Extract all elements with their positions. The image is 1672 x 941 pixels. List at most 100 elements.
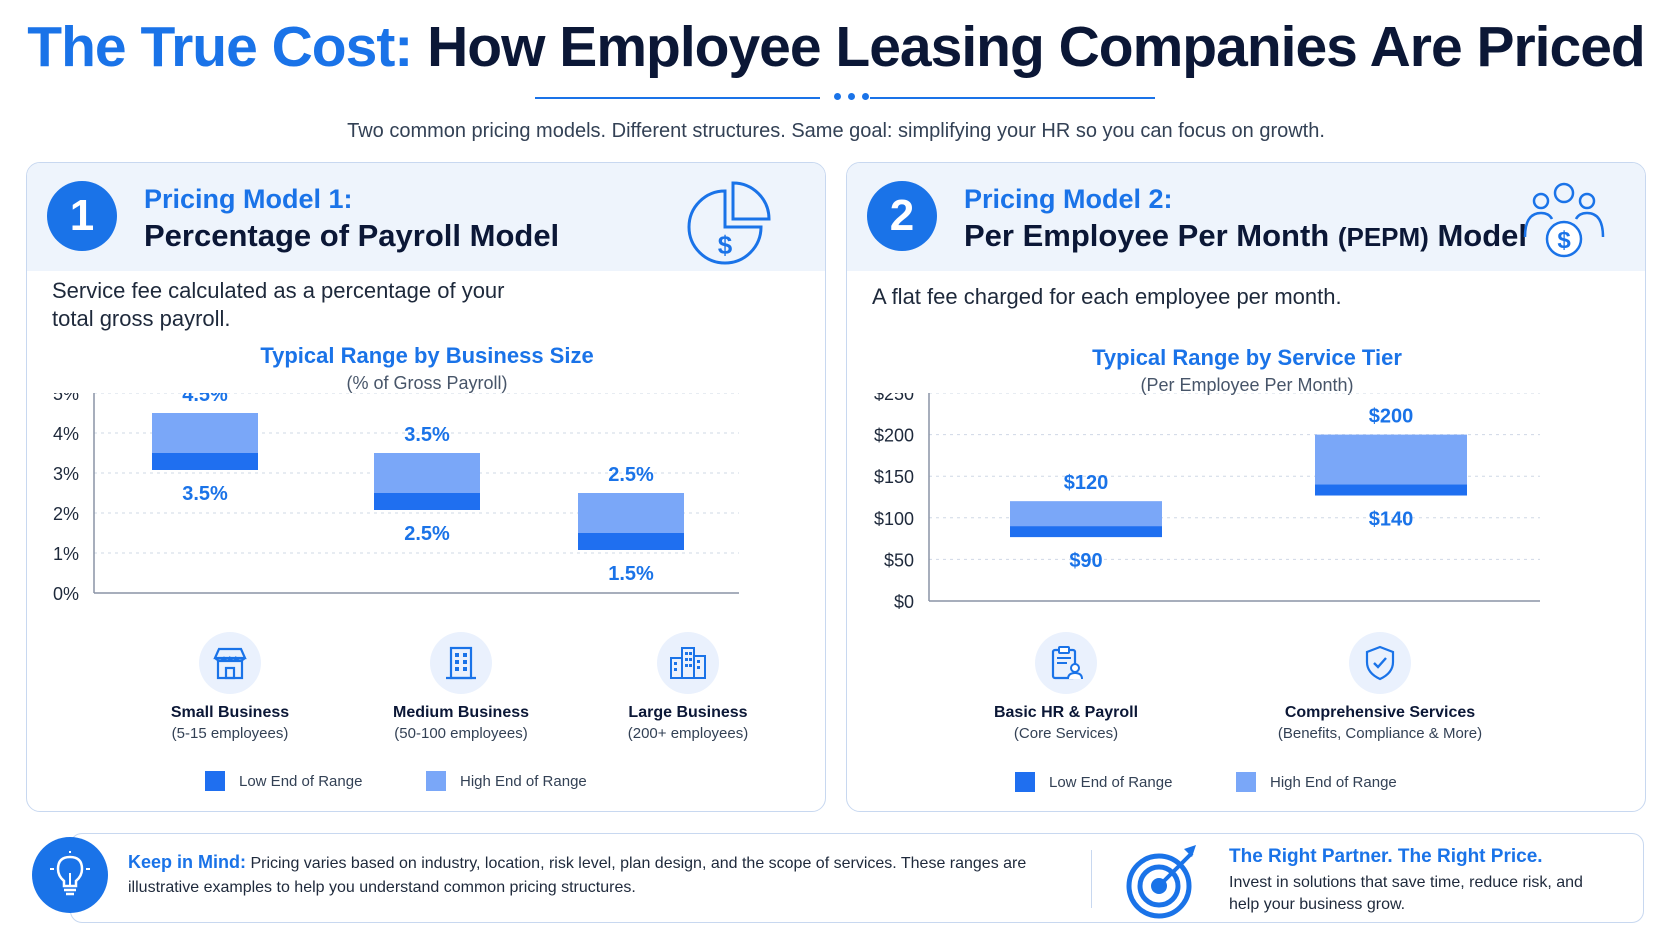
data-label-high: 3.5% xyxy=(404,424,450,446)
legend-swatch-low xyxy=(1015,772,1035,792)
category-comprehensive-services: Comprehensive Services (Benefits, Compli… xyxy=(1230,632,1530,742)
pricing-model-1-panel: 1 Pricing Model 1: Percentage of Payroll… xyxy=(26,162,826,812)
y-tick-label: $250 xyxy=(874,393,914,404)
title-main: How Employee Leasing Companies Are Price… xyxy=(427,15,1646,79)
y-tick-label: 2% xyxy=(53,504,79,524)
legend-swatch-high xyxy=(1236,772,1256,792)
panel-1-header xyxy=(27,163,825,271)
bar-high-0 xyxy=(152,413,258,453)
chart-title: Typical Range by Business Size xyxy=(260,343,594,368)
category-basic-hr-payroll: Basic HR & Payroll (Core Services) xyxy=(956,632,1176,742)
data-label-high: $200 xyxy=(1369,406,1414,428)
data-label-low: $90 xyxy=(1069,550,1102,572)
chart-title: Typical Range by Service Tier xyxy=(1092,345,1402,370)
people-dollar-icon: $ xyxy=(1519,177,1609,267)
bar-low-0 xyxy=(1010,526,1162,538)
keep-in-mind-label: Keep in Mind: xyxy=(128,852,246,872)
legend-low: Low End of Range xyxy=(205,771,362,791)
footer-bar xyxy=(70,833,1644,923)
chart-subtitle: (% of Gross Payroll) xyxy=(346,373,508,393)
shield-check-icon xyxy=(1349,632,1411,694)
office-building-icon xyxy=(430,632,492,694)
legend-high: High End of Range xyxy=(426,771,587,791)
title-accent: The True Cost: xyxy=(27,15,413,79)
category-note: (5-15 employees) xyxy=(171,725,289,742)
data-label-low: $140 xyxy=(1369,509,1414,531)
y-tick-label: 4% xyxy=(53,424,79,444)
category-label: Large Business xyxy=(628,704,748,721)
description-line: total gross payroll. xyxy=(52,306,231,331)
y-tick-label: $0 xyxy=(894,592,914,612)
page-title-wrap: The True Cost: How Employee Leasing Comp… xyxy=(0,14,1672,80)
category-label: Medium Business xyxy=(392,704,530,721)
category-note: (50-100 employees) xyxy=(394,725,528,742)
category-small-business: Small Business (5-15 employees) xyxy=(130,632,330,742)
store-icon xyxy=(199,632,261,694)
data-label-high: 4.5% xyxy=(182,393,228,406)
model-name-main: Per Employee Per Month xyxy=(964,218,1330,253)
svg-text:$: $ xyxy=(1557,227,1571,254)
y-tick-label: $100 xyxy=(874,509,914,529)
model-description: Service fee calculated as a percentage o… xyxy=(52,277,652,333)
pie-dollar-icon: $ xyxy=(685,177,775,267)
y-tick-label: $200 xyxy=(874,426,914,446)
y-tick-label: $150 xyxy=(874,467,914,487)
data-label-low: 3.5% xyxy=(182,483,228,505)
bar-high-1 xyxy=(1315,434,1467,485)
panel-2-header xyxy=(847,163,1645,271)
payroll-chart: 0% 1% 2% 3% 4% 5% 4.5% 3.5% 3.5% 2.5% 2.5% 1.5% xyxy=(53,393,739,604)
legend-high: High End of Range xyxy=(1236,772,1397,792)
category-label: Comprehensive Services xyxy=(1284,704,1476,721)
model-label: Pricing Model 2: xyxy=(964,184,1173,214)
y-tick-label: 0% xyxy=(53,584,79,604)
bar-high-0 xyxy=(1010,501,1162,527)
legend-label-high: High End of Range xyxy=(460,772,587,790)
clipboard-person-icon xyxy=(1035,632,1097,694)
legend-swatch-low xyxy=(205,771,225,791)
keep-in-mind-body: Pricing varies based on industry, locati… xyxy=(128,855,1027,896)
model-name-tail: Model xyxy=(1437,218,1528,253)
data-label-low: 2.5% xyxy=(404,523,450,545)
page-title: The True Cost: How Employee Leasing Comp… xyxy=(0,14,1672,80)
bar-high-2 xyxy=(578,493,684,533)
legend-low: Low End of Range xyxy=(1015,772,1172,792)
y-tick-label: $50 xyxy=(884,550,914,570)
legend-label-high: High End of Range xyxy=(1270,773,1397,791)
svg-text:$: $ xyxy=(718,230,733,260)
model-label: Pricing Model 1: xyxy=(144,184,353,214)
model-name-abbr: (PEPM) xyxy=(1337,222,1429,252)
lightbulb-icon xyxy=(32,837,108,913)
legend-swatch-high xyxy=(426,771,446,791)
bar-low-1 xyxy=(1315,484,1467,496)
city-buildings-icon xyxy=(657,632,719,694)
category-note: (200+ employees) xyxy=(627,725,749,742)
pepm-chart: $0 $50 $100 $150 $200 $250 $120 $90 $200 $140 xyxy=(874,393,1540,612)
data-label-low: 1.5% xyxy=(608,563,654,585)
data-label-high: 2.5% xyxy=(608,464,654,486)
target-icon xyxy=(1124,841,1204,921)
y-tick-label: 3% xyxy=(53,464,79,484)
category-label: Basic HR & Payroll xyxy=(993,704,1139,721)
y-tick-label: 1% xyxy=(53,544,79,564)
y-tick-label: 5% xyxy=(53,393,79,404)
legend-label-low: Low End of Range xyxy=(1049,773,1173,791)
page-subtitle: Two common pricing models. Different str… xyxy=(347,120,1325,142)
title-divider-right xyxy=(870,97,1155,99)
category-large-business: Large Business (200+ employees) xyxy=(578,632,798,742)
bar-low-1 xyxy=(374,493,480,510)
model-name: Percentage of Payroll Model xyxy=(144,218,560,253)
pricing-model-2-panel: 2 Pricing Model 2: Per Employee Per Mont… xyxy=(846,162,1646,812)
footer-divider xyxy=(1091,850,1092,908)
keep-in-mind-text: Keep in Mind: Pricing varies based on in… xyxy=(128,850,1078,900)
description-line: Service fee calculated as a percentage o… xyxy=(52,278,505,303)
bar-high-1 xyxy=(374,453,480,493)
bar-low-0 xyxy=(152,453,258,470)
category-note: (Benefits, Compliance & More) xyxy=(1277,725,1483,742)
category-note: (Core Services) xyxy=(1013,725,1119,742)
model-number-badge: 1 xyxy=(47,181,117,251)
legend-label-low: Low End of Range xyxy=(239,772,363,790)
partner-title: The Right Partner. The Right Price. xyxy=(1229,846,1543,867)
data-label-high: $120 xyxy=(1064,472,1109,494)
title-divider-left xyxy=(535,97,820,99)
category-label: Small Business xyxy=(170,704,290,721)
